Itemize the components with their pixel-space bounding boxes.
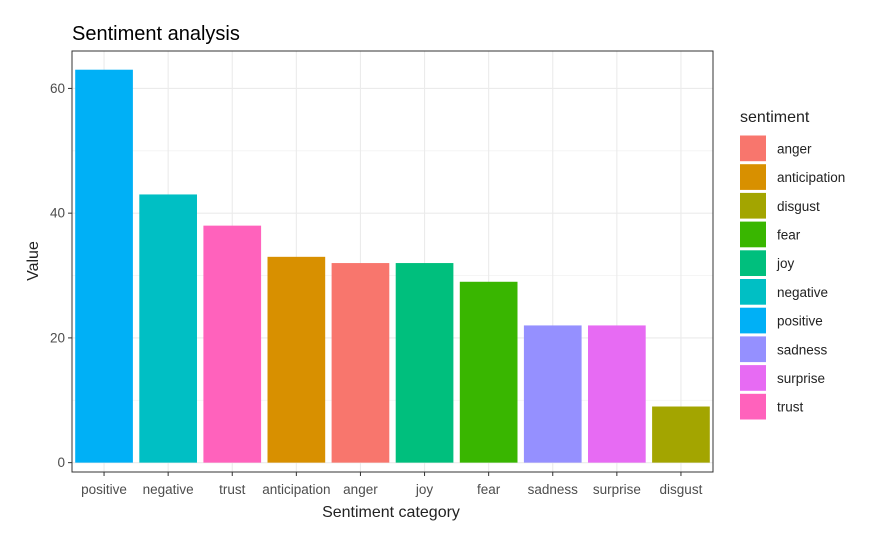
- legend-key-disgust: [740, 192, 766, 219]
- y-tick-label: 40: [50, 206, 65, 221]
- legend-label-fear: fear: [777, 227, 801, 242]
- legend-key-surprise: [740, 365, 766, 391]
- bar-disgust: [652, 406, 710, 463]
- legend-label-negative: negative: [777, 285, 828, 300]
- legend-label-joy: joy: [776, 256, 795, 271]
- legend-label-trust: trust: [777, 400, 804, 415]
- y-tick-label: 60: [50, 81, 65, 96]
- bar-anticipation: [267, 256, 326, 463]
- x-tick-label-anger: anger: [343, 482, 378, 497]
- bar-joy: [395, 263, 454, 463]
- x-tick-label-trust: trust: [219, 482, 246, 497]
- legend-label-anger: anger: [777, 141, 812, 156]
- chart-title: Sentiment analysis: [72, 23, 240, 45]
- bar-anger: [331, 263, 390, 463]
- legend-label-surprise: surprise: [777, 371, 825, 386]
- legend-key-anger: [740, 135, 766, 162]
- bar-trust: [203, 225, 262, 463]
- legend-key-anticipation: [740, 164, 766, 190]
- plot-panel-border: [71, 50, 714, 473]
- legend: sentiment anger anticipation disgust fear jo…: [740, 109, 845, 420]
- x-tick-label-anticipation: anticipation: [262, 482, 330, 497]
- bar-positive: [75, 69, 133, 463]
- legend-label-sadness: sadness: [777, 342, 828, 357]
- legend-key-negative: [740, 279, 766, 305]
- y-tick-label: 0: [57, 455, 65, 470]
- x-tick-label-sadness: sadness: [528, 482, 579, 497]
- legend-key-trust: [740, 393, 766, 420]
- legend-key-sadness: [740, 336, 766, 363]
- legend-label-positive: positive: [777, 314, 823, 329]
- legend-key-positive: [740, 307, 766, 334]
- legend-title: sentiment: [740, 109, 810, 126]
- bars-group: [75, 69, 710, 463]
- y-axis-title: Value: [25, 241, 42, 281]
- x-tick-label-fear: fear: [477, 482, 501, 497]
- x-tick-label-surprise: surprise: [593, 482, 641, 497]
- y-axis: 0 20 40 60: [50, 81, 72, 470]
- bar-negative: [139, 194, 197, 463]
- bar-surprise: [588, 325, 646, 463]
- x-axis: positive negative trust anticipation anger jo…: [81, 472, 703, 497]
- legend-label-disgust: disgust: [777, 199, 820, 214]
- x-axis-title: Sentiment category: [322, 504, 460, 521]
- bar-fear: [459, 281, 518, 463]
- legend-key-joy: [740, 250, 766, 276]
- bar-sadness: [523, 325, 582, 463]
- y-tick-label: 20: [50, 330, 65, 345]
- legend-label-anticipation: anticipation: [777, 170, 845, 185]
- x-tick-label-negative: negative: [143, 482, 194, 497]
- legend-key-fear: [740, 221, 766, 248]
- x-tick-label-disgust: disgust: [660, 482, 703, 497]
- x-tick-label-joy: joy: [415, 482, 434, 497]
- x-tick-label-positive: positive: [81, 482, 127, 497]
